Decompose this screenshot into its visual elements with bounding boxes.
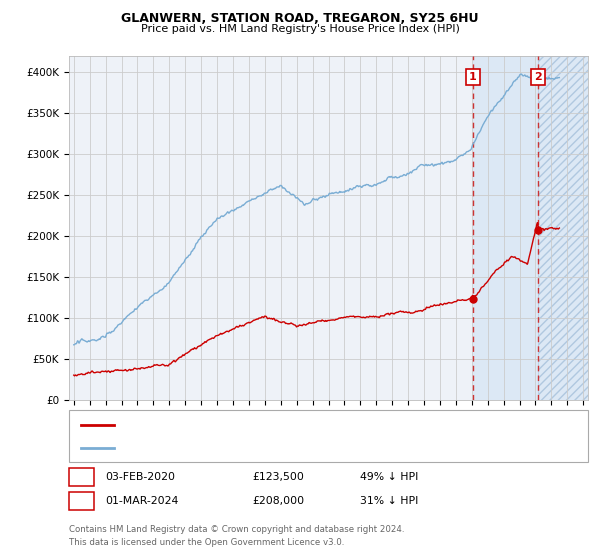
Text: £123,500: £123,500 [252, 472, 304, 482]
Bar [538, 56, 588, 400]
Bar [538, 56, 588, 400]
Text: 2: 2 [534, 72, 542, 82]
Text: 2: 2 [78, 496, 85, 506]
Text: GLANWERN, STATION ROAD, TREGARON, SY25 6HU (detached house): GLANWERN, STATION ROAD, TREGARON, SY25 6… [120, 420, 467, 430]
Text: Price paid vs. HM Land Registry's House Price Index (HPI): Price paid vs. HM Land Registry's House … [140, 24, 460, 34]
Text: HPI: Average price, detached house, Ceredigion: HPI: Average price, detached house, Cere… [120, 442, 358, 452]
Text: Contains HM Land Registry data © Crown copyright and database right 2024.: Contains HM Land Registry data © Crown c… [69, 525, 404, 534]
Text: This data is licensed under the Open Government Licence v3.0.: This data is licensed under the Open Gov… [69, 538, 344, 547]
Text: 1: 1 [469, 72, 477, 82]
Text: £208,000: £208,000 [252, 496, 304, 506]
Text: GLANWERN, STATION ROAD, TREGARON, SY25 6HU: GLANWERN, STATION ROAD, TREGARON, SY25 6… [121, 12, 479, 25]
Text: 1: 1 [78, 472, 85, 482]
Text: 03-FEB-2020: 03-FEB-2020 [105, 472, 175, 482]
Text: 01-MAR-2024: 01-MAR-2024 [105, 496, 178, 506]
Text: 31% ↓ HPI: 31% ↓ HPI [360, 496, 418, 506]
Bar [473, 56, 538, 400]
Text: 49% ↓ HPI: 49% ↓ HPI [360, 472, 418, 482]
